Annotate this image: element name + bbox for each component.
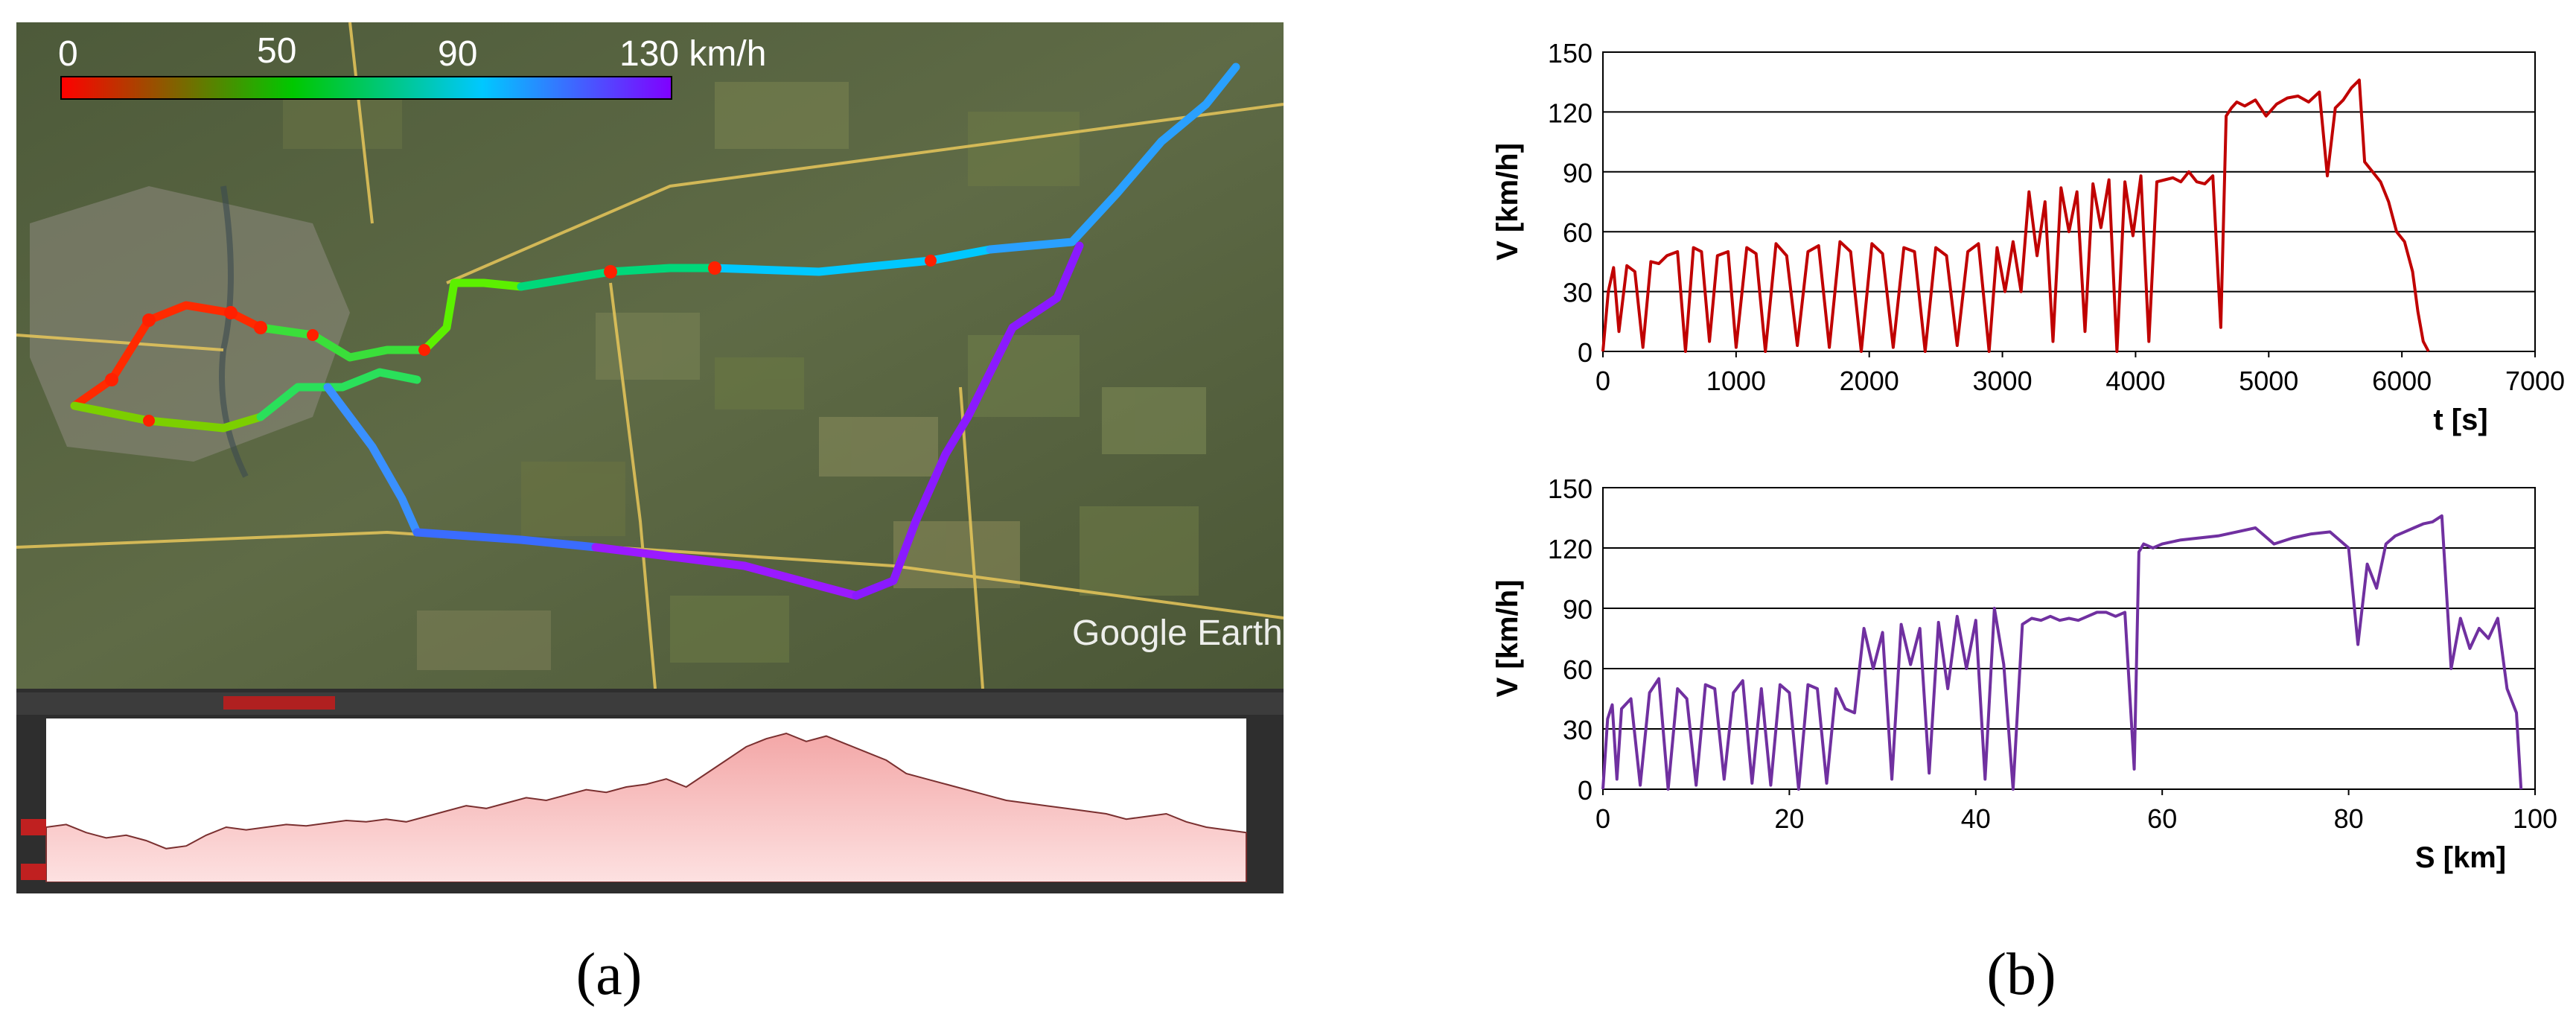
- y-tick-label: 150: [1548, 38, 1593, 68]
- x-tick-label: 2000: [1840, 366, 1899, 396]
- x-tick-label: 0: [1595, 803, 1610, 834]
- x-tick-label: 1000: [1706, 366, 1766, 396]
- x-tick-label: 80: [2334, 803, 2364, 834]
- map-panel: 0 50 90 130 km/h Google Earth (a): [16, 22, 1284, 1007]
- x-tick-label: 5000: [2239, 366, 2298, 396]
- y-tick-label: 0: [1578, 337, 1593, 368]
- elevation-profile-area: [45, 732, 1247, 883]
- x-tick-label: 6000: [2372, 366, 2432, 396]
- route-track: [70, 63, 1240, 600]
- elevation-profile-panel: [16, 689, 1284, 893]
- city-area: [30, 186, 350, 462]
- speed-legend-tick-50: 50: [257, 31, 296, 71]
- y-tick-label: 60: [1563, 217, 1593, 248]
- speed-series-line: [1601, 514, 2523, 791]
- plot-frame: [1602, 51, 2536, 352]
- x-tick-label: 3000: [1973, 366, 2033, 396]
- x-tick-label: 100: [2513, 803, 2557, 834]
- x-tick-label: 4000: [2105, 366, 2165, 396]
- panel-a-caption: (a): [576, 942, 643, 1007]
- speed-legend-tick-90: 90: [438, 34, 477, 74]
- y-tick-label: 150: [1548, 474, 1593, 504]
- x-axis-label: t [s]: [2433, 404, 2487, 436]
- y-tick-label: 90: [1563, 594, 1593, 625]
- y-tick-label: 30: [1563, 715, 1593, 745]
- x-tick-label: 20: [1774, 803, 1804, 834]
- x-tick-label: 0: [1595, 366, 1610, 396]
- speed-legend-bar: [60, 76, 672, 100]
- plot-frame: [1602, 487, 2536, 790]
- x-tick-label: 7000: [2505, 366, 2565, 396]
- y-tick-label: 0: [1578, 775, 1593, 806]
- speed-vs-time-chart: 0 30 60 90 120 150 0 1000 2000 3000 4000 5000 6000 70…: [1491, 38, 2565, 436]
- x-tick-label: 40: [1961, 803, 1991, 834]
- speed-series-line: [1601, 78, 2430, 353]
- y-tick-label: 30: [1563, 278, 1593, 308]
- panel-b-caption: (b): [1986, 942, 2056, 1007]
- y-axis-label: V [km/h]: [1491, 143, 1524, 261]
- speed-legend: 0 50 90 130 km/h: [58, 31, 766, 100]
- speed-legend-tick-130: 130 km/h: [619, 34, 766, 74]
- x-tick-label: 60: [2147, 803, 2177, 834]
- y-tick-label: 120: [1548, 98, 1593, 128]
- google-earth-watermark: Google Earth: [1072, 614, 1283, 653]
- y-tick-label: 60: [1563, 654, 1593, 685]
- x-axis-label: S [km]: [2415, 841, 2506, 874]
- y-tick-label: 90: [1563, 158, 1593, 188]
- y-axis-label: V [km/h]: [1491, 580, 1524, 698]
- speed-legend-tick-0: 0: [58, 34, 78, 74]
- y-tick-label: 120: [1548, 534, 1593, 564]
- route-slow-points: [105, 255, 937, 427]
- river: [219, 185, 249, 478]
